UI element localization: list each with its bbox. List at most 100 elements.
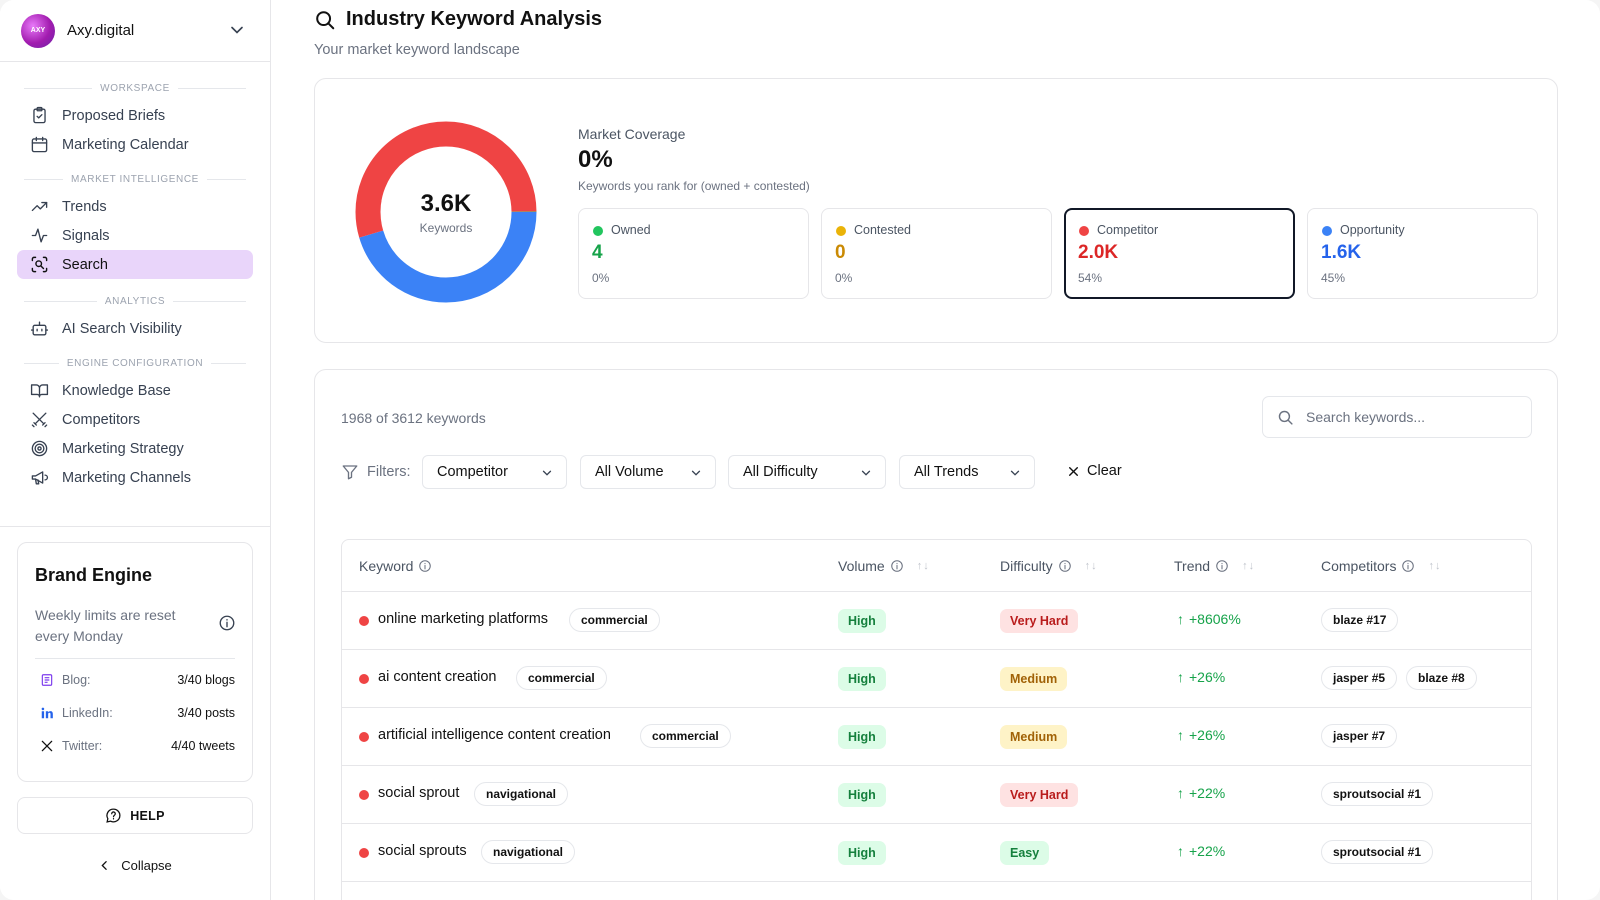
table-row[interactable]: social sprout navigational High Very Har… bbox=[342, 766, 1531, 824]
competitor-status-dot bbox=[359, 616, 369, 626]
column-header-trend[interactable]: Trend ↑↓ bbox=[1174, 558, 1255, 574]
help-button[interactable]: HELP bbox=[17, 797, 253, 834]
brand-engine-panel: Brand Engine Weekly limits are reset eve… bbox=[17, 542, 253, 782]
stat-card-competitor[interactable]: Competitor 2.0K 54% bbox=[1064, 208, 1295, 299]
stat-value: 2.0K bbox=[1078, 242, 1119, 263]
column-header-competitors[interactable]: Competitors ↑↓ bbox=[1321, 558, 1441, 574]
section-label-market-intelligence: MARKET INTELLIGENCE bbox=[24, 172, 246, 186]
brand-engine-title: Brand Engine bbox=[35, 565, 153, 585]
sidebar-item-label: Marketing Calendar bbox=[62, 136, 189, 153]
trend-value: ↑ +26% bbox=[1177, 669, 1225, 685]
stat-card-opportunity[interactable]: Opportunity 1.6K 45% bbox=[1307, 208, 1538, 299]
keywords-table-card: 1968 of 3612 keywords Filters: Competito… bbox=[314, 369, 1558, 900]
trend-text: +26% bbox=[1189, 727, 1226, 743]
sidebar-item-ai-search-visibility[interactable]: AI Search Visibility bbox=[17, 314, 253, 343]
sidebar-item-trends[interactable]: Trends bbox=[17, 192, 253, 221]
volume-badge: High bbox=[838, 841, 886, 865]
keywords-table: Keyword Volume ↑↓ Difficulty ↑↓ Trend ↑↓ bbox=[341, 539, 1532, 900]
help-label: HELP bbox=[130, 808, 165, 823]
brand-engine-divider bbox=[35, 658, 235, 659]
workspace-switcher[interactable]: AXY Axy.digital bbox=[0, 0, 271, 62]
info-icon[interactable] bbox=[1401, 559, 1415, 573]
trend-value: ↑ +26% bbox=[1177, 727, 1225, 743]
info-icon[interactable] bbox=[1058, 559, 1072, 573]
keyword-text: social sprout bbox=[378, 785, 460, 801]
linkedin-icon bbox=[41, 707, 53, 719]
sort-icon[interactable]: ↑↓ bbox=[1428, 560, 1442, 572]
sidebar-item-label: Marketing Channels bbox=[62, 469, 191, 486]
competitor-status-dot bbox=[359, 790, 369, 800]
activity-icon bbox=[31, 228, 48, 243]
donut-total-label: Keywords bbox=[419, 220, 473, 235]
stat-percent: 45% bbox=[1321, 271, 1346, 285]
sidebar-item-search[interactable]: Search bbox=[17, 250, 253, 279]
scan-search-icon bbox=[31, 256, 48, 273]
table-row[interactable]: ai content creation commercial High Medi… bbox=[342, 650, 1531, 708]
table-row[interactable]: online marketing platforms commercial Hi… bbox=[342, 592, 1531, 650]
sort-icon[interactable]: ↑↓ bbox=[1242, 560, 1256, 572]
stat-percent: 0% bbox=[592, 271, 610, 285]
sidebar-item-marketing-channels[interactable]: Marketing Channels bbox=[17, 463, 253, 492]
column-header-volume[interactable]: Volume ↑↓ bbox=[838, 558, 930, 574]
sidebar-item-knowledge-base[interactable]: Knowledge Base bbox=[17, 376, 253, 405]
difficulty-badge: Easy bbox=[1000, 841, 1050, 865]
filter-trends-dropdown[interactable]: All Trends bbox=[899, 455, 1035, 489]
sort-icon[interactable]: ↑↓ bbox=[916, 560, 930, 572]
stat-card-contested[interactable]: Contested 0 0% bbox=[821, 208, 1052, 299]
keyword-search[interactable] bbox=[1262, 396, 1532, 438]
intent-tag: navigational bbox=[474, 782, 569, 806]
stat-label: Competitor bbox=[1097, 223, 1159, 237]
arrow-up-icon: ↑ bbox=[1177, 727, 1184, 743]
column-header-keyword: Keyword bbox=[359, 558, 432, 574]
competitor-tag: blaze #8 bbox=[1406, 666, 1477, 690]
sidebar-item-marketing-strategy[interactable]: Marketing Strategy bbox=[17, 434, 253, 463]
info-icon[interactable] bbox=[218, 614, 236, 632]
keyword-count: 1968 of 3612 keywords bbox=[341, 410, 486, 426]
competitor-dot bbox=[1079, 226, 1089, 236]
search-keywords-input[interactable] bbox=[1306, 409, 1516, 425]
stat-value: 4 bbox=[592, 242, 603, 263]
column-header-difficulty[interactable]: Difficulty ↑↓ bbox=[1000, 558, 1098, 574]
help-circle-icon bbox=[106, 808, 121, 823]
section-label-workspace: WORKSPACE bbox=[24, 81, 246, 95]
info-icon[interactable] bbox=[1215, 559, 1229, 573]
sidebar-item-marketing-calendar[interactable]: Marketing Calendar bbox=[17, 130, 253, 159]
clear-label: Clear bbox=[1087, 463, 1122, 479]
difficulty-badge: Medium bbox=[1000, 667, 1068, 691]
collapse-button[interactable]: Collapse bbox=[17, 853, 253, 877]
arrow-up-icon: ↑ bbox=[1177, 843, 1184, 859]
info-icon[interactable] bbox=[890, 559, 904, 573]
chevron-down-icon[interactable] bbox=[227, 20, 247, 40]
stat-label: Opportunity bbox=[1340, 223, 1405, 237]
info-icon[interactable] bbox=[418, 559, 432, 573]
trend-text: +22% bbox=[1189, 785, 1226, 801]
sort-icon[interactable]: ↑↓ bbox=[1084, 560, 1098, 572]
filter-volume-dropdown[interactable]: All Volume bbox=[580, 455, 716, 489]
limit-value: 3/40 posts bbox=[177, 706, 235, 720]
table-row[interactable]: artificial intelligence content creation… bbox=[342, 708, 1531, 766]
filter-difficulty-value: All Difficulty bbox=[743, 464, 818, 480]
limit-row-blog: Blog: 3/40 blogs bbox=[40, 670, 235, 690]
sidebar: AXY Axy.digital WORKSPACE Proposed Brief… bbox=[0, 0, 271, 900]
sidebar-item-proposed-briefs[interactable]: Proposed Briefs bbox=[17, 101, 253, 130]
stat-card-owned[interactable]: Owned 4 0% bbox=[578, 208, 809, 299]
competitor-tag: sproutsocial #1 bbox=[1321, 782, 1434, 806]
volume-badge: High bbox=[838, 667, 886, 691]
limit-value: 4/40 tweets bbox=[171, 739, 235, 753]
sidebar-item-competitors[interactable]: Competitors bbox=[17, 405, 253, 434]
sidebar-item-label: AI Search Visibility bbox=[62, 320, 182, 337]
donut-segment-competitor bbox=[355, 121, 537, 303]
intent-tag: commercial bbox=[640, 724, 731, 748]
sidebar-item-label: Trends bbox=[62, 198, 107, 215]
filter-difficulty-dropdown[interactable]: All Difficulty bbox=[728, 455, 886, 489]
page-title: Industry Keyword Analysis bbox=[314, 8, 602, 31]
sidebar-item-label: Marketing Strategy bbox=[62, 440, 184, 457]
close-icon bbox=[1069, 466, 1078, 476]
filter-type-dropdown[interactable]: Competitor bbox=[422, 455, 567, 489]
donut-center: 3.6K Keywords bbox=[355, 121, 537, 303]
clear-filters-button[interactable]: Clear bbox=[1067, 463, 1122, 479]
chevron-left-icon bbox=[101, 860, 107, 870]
filters-label: Filters: bbox=[341, 463, 411, 481]
table-row[interactable]: social sprouts navigational Easy High ↑ +… bbox=[342, 824, 1531, 882]
sidebar-item-signals[interactable]: Signals bbox=[17, 221, 253, 250]
